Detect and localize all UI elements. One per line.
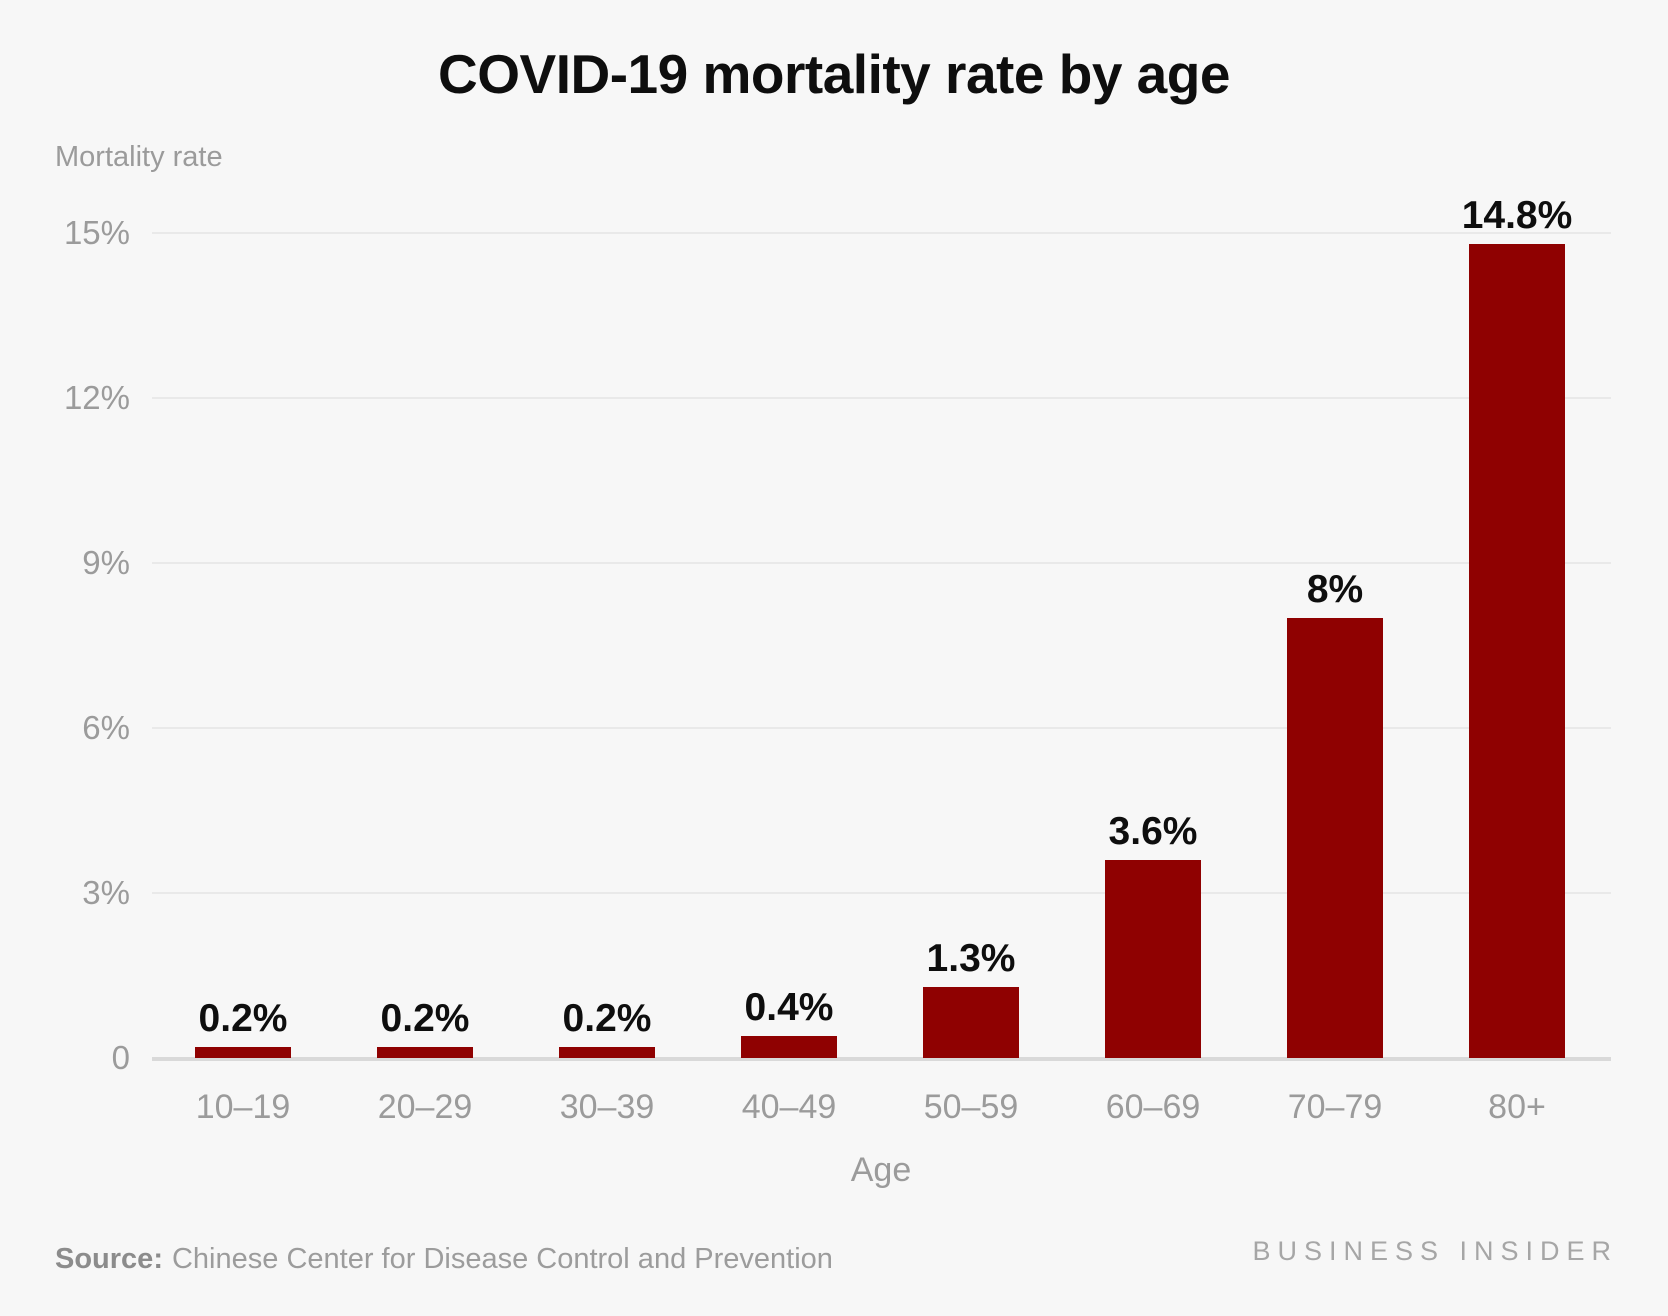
- y-tick-label: 0: [111, 1039, 130, 1076]
- gridline: [152, 727, 1611, 729]
- bar-value-label: 1.3%: [926, 936, 1016, 980]
- gridline: [152, 397, 1611, 399]
- bar-80+: [1469, 244, 1565, 1058]
- y-tick-label: 15%: [63, 214, 130, 251]
- source-text: Chinese Center for Disease Control and P…: [171, 1243, 833, 1275]
- y-axis-label: Mortality rate: [55, 141, 223, 173]
- x-tick-label: 60–69: [1105, 1088, 1201, 1126]
- y-tick-label: 6%: [82, 709, 130, 746]
- bar-value-label: 0.2%: [562, 997, 652, 1040]
- x-axis-label: Age: [850, 1151, 912, 1189]
- y-tick-label: 3%: [82, 874, 130, 911]
- source-label: Source:: [55, 1243, 163, 1275]
- bar-value-label: 0.2%: [380, 997, 470, 1040]
- y-tick-label: 12%: [63, 379, 130, 416]
- gridline: [152, 562, 1611, 564]
- x-tick-label: 40–49: [741, 1088, 837, 1126]
- bar-70–79: [1287, 618, 1383, 1058]
- source-note: Source: Chinese Center for Disease Contro…: [55, 1243, 833, 1276]
- x-axis-line: [152, 1057, 1611, 1061]
- bar-30–39: [559, 1047, 655, 1058]
- bar-40–49: [741, 1036, 837, 1058]
- x-tick-label: 30–39: [559, 1088, 655, 1126]
- gridline: [152, 892, 1611, 894]
- bar-20–29: [377, 1047, 473, 1058]
- gridline: [152, 232, 1611, 234]
- x-tick-label: 50–59: [923, 1088, 1019, 1126]
- bar-50–59: [923, 986, 1019, 1058]
- x-tick-label: 20–29: [377, 1088, 473, 1126]
- x-tick-label: 70–79: [1287, 1088, 1383, 1126]
- chart-title: COVID-19 mortality rate by age: [438, 43, 1230, 105]
- bar-10–19: [195, 1047, 291, 1058]
- brand-logo: BUSINESS INSIDER: [1252, 1236, 1618, 1266]
- bar-60–69: [1105, 860, 1201, 1058]
- bar-value-label: 8%: [1306, 568, 1364, 611]
- bar-value-label: 0.2%: [198, 997, 288, 1040]
- bar-value-label: 0.4%: [744, 986, 834, 1029]
- x-tick-label: 10–19: [195, 1088, 291, 1126]
- y-tick-label: 9%: [82, 544, 130, 581]
- bar-value-label: 3.6%: [1108, 810, 1198, 853]
- x-tick-label: 80+: [1488, 1088, 1546, 1126]
- bar-value-label: 14.8%: [1461, 194, 1573, 237]
